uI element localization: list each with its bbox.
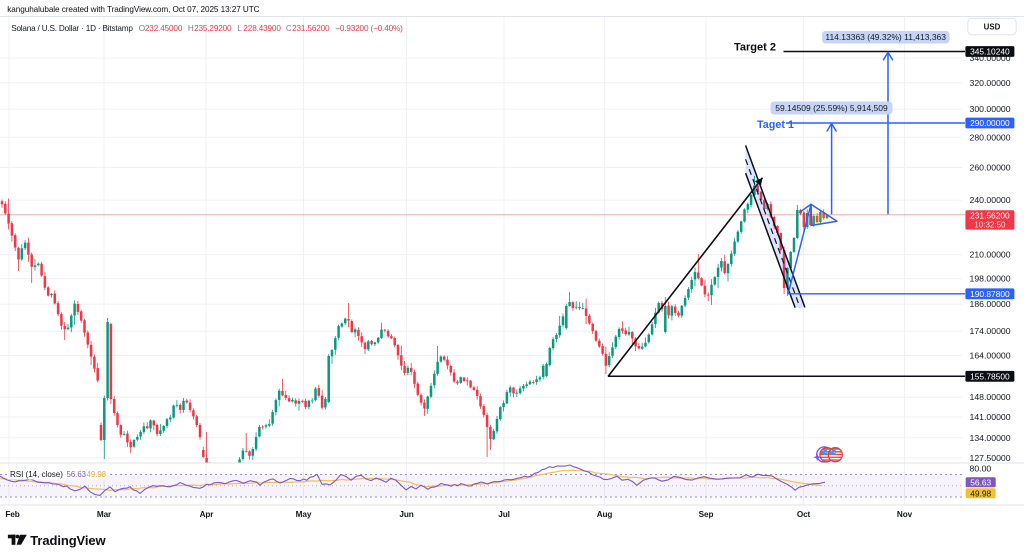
- svg-text:10:32:50: 10:32:50: [974, 220, 1006, 229]
- svg-text:Target 2: Target 2: [734, 42, 776, 54]
- svg-text:Oct: Oct: [797, 510, 811, 519]
- svg-text:May: May: [296, 510, 312, 519]
- svg-text:232.45000: 232.45000: [145, 24, 183, 33]
- svg-text:C: C: [286, 24, 292, 33]
- svg-text:134.00000: 134.00000: [970, 433, 1011, 443]
- svg-text:114.13363 (49.32%) 11,413,363: 114.13363 (49.32%) 11,413,363: [825, 32, 946, 42]
- svg-text:235.29200: 235.29200: [194, 24, 232, 33]
- svg-text:Apr: Apr: [200, 510, 215, 519]
- svg-text:49.98: 49.98: [970, 488, 991, 498]
- svg-text:Aug: Aug: [597, 510, 613, 519]
- svg-text:49.98: 49.98: [87, 470, 107, 479]
- svg-text:56.63: 56.63: [970, 477, 991, 487]
- svg-text:Solana / U.S. Dollar · 1D · Bi: Solana / U.S. Dollar · 1D · Bitstamp: [11, 24, 133, 33]
- svg-text:Feb: Feb: [5, 510, 19, 519]
- svg-text:240.00000: 240.00000: [970, 195, 1011, 205]
- svg-text:231.56200: 231.56200: [292, 24, 330, 33]
- svg-text:155.78500: 155.78500: [970, 371, 1010, 381]
- svg-text:−0.93200 (−0.40%): −0.93200 (−0.40%): [335, 24, 403, 33]
- svg-text:320.00000: 320.00000: [970, 78, 1011, 88]
- svg-text:260.00000: 260.00000: [970, 163, 1011, 173]
- svg-text:RSI (14, close): RSI (14, close): [10, 470, 63, 479]
- svg-text:TradingView: TradingView: [30, 533, 106, 548]
- svg-text:Jul: Jul: [498, 510, 510, 519]
- svg-text:300.00000: 300.00000: [970, 104, 1011, 114]
- svg-text:O: O: [139, 24, 145, 33]
- svg-text:210.00000: 210.00000: [970, 250, 1011, 260]
- svg-text:59.14509 (25.59%) 5,914,509: 59.14509 (25.59%) 5,914,509: [775, 103, 888, 113]
- svg-text:56.63: 56.63: [67, 470, 87, 479]
- svg-text:290.00000: 290.00000: [970, 118, 1010, 128]
- svg-text:148.00000: 148.00000: [970, 392, 1011, 402]
- svg-text:345.10240: 345.10240: [970, 47, 1010, 57]
- svg-text:Sep: Sep: [699, 510, 714, 519]
- svg-text:L: L: [237, 24, 242, 33]
- svg-text:231.56200: 231.56200: [970, 210, 1010, 220]
- svg-text:kanguhalubale created with Tra: kanguhalubale created with TradingView.c…: [7, 5, 259, 14]
- svg-text:186.00000: 186.00000: [970, 299, 1011, 309]
- svg-text:198.00000: 198.00000: [970, 274, 1011, 284]
- svg-text:164.00000: 164.00000: [970, 350, 1011, 360]
- svg-text:Taget 1: Taget 1: [757, 119, 794, 131]
- svg-text:H: H: [188, 24, 194, 33]
- svg-text:280.00000: 280.00000: [970, 132, 1011, 142]
- svg-text:228.43900: 228.43900: [243, 24, 281, 33]
- svg-text:Mar: Mar: [97, 510, 112, 519]
- svg-text:80.00: 80.00: [970, 464, 992, 474]
- svg-text:Jun: Jun: [399, 510, 413, 519]
- svg-text:190.87800: 190.87800: [970, 289, 1010, 299]
- svg-text:Nov: Nov: [897, 510, 913, 519]
- svg-text:USD: USD: [984, 23, 1001, 32]
- svg-text:127.50000: 127.50000: [970, 453, 1011, 463]
- svg-text:340.00000: 340.00000: [970, 53, 1011, 63]
- svg-text:174.00000: 174.00000: [970, 326, 1011, 336]
- svg-text:141.00000: 141.00000: [970, 412, 1011, 422]
